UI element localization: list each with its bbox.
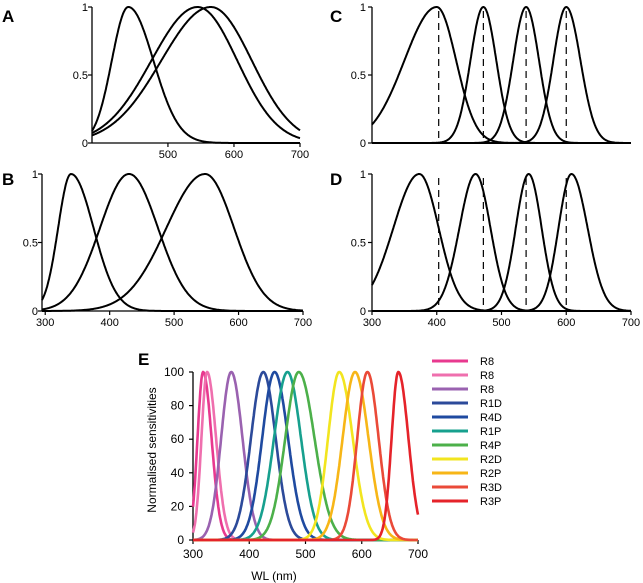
panel-b-curves xyxy=(41,173,304,312)
x-tick-label: 300 xyxy=(363,317,381,329)
y-tick-label: 100 xyxy=(164,365,184,379)
y-tick-label: 1 xyxy=(360,169,366,181)
panel-label-c: C xyxy=(330,7,342,26)
x-tick-label: 300 xyxy=(183,547,203,561)
series-line-2 xyxy=(371,173,632,312)
y-tick-label: 0 xyxy=(177,533,184,547)
y-tick-label: 0 xyxy=(82,138,88,150)
panel-c-curves xyxy=(371,6,632,144)
x-tick-label: 500 xyxy=(492,317,510,329)
panel-label-d: D xyxy=(330,170,342,189)
y-tick-label: 40 xyxy=(171,466,185,480)
y-tick-label: 0.5 xyxy=(73,70,88,82)
x-tick-label: 400 xyxy=(428,317,446,329)
x-tick-label: 400 xyxy=(100,317,118,329)
x-tick-label: 500 xyxy=(295,547,315,561)
series-line-r3p xyxy=(192,370,420,542)
series-line-2 xyxy=(91,6,301,140)
panel-a: A 500 600 700 0 0.5 1 xyxy=(2,2,309,161)
panel-b-axes: 300 400 500 600 700 0 0.5 1 xyxy=(23,169,312,329)
y-tick-label: 1 xyxy=(360,2,366,14)
legend-label: R1D xyxy=(480,398,502,410)
legend-label: R3D xyxy=(480,482,502,494)
panel-b: B 300 400 500 600 700 0 0.5 1 xyxy=(2,169,312,329)
y-tick-label: 20 xyxy=(171,499,185,513)
x-tick-label: 600 xyxy=(557,317,575,329)
y-tick-label: 0.5 xyxy=(351,238,366,250)
legend-label: R2P xyxy=(480,468,501,480)
series-line-3 xyxy=(91,6,301,137)
legend-label: R4P xyxy=(480,440,501,452)
legend-label: R2D xyxy=(480,454,502,466)
legend-label: R3P xyxy=(480,496,501,508)
series-line-3 xyxy=(371,6,632,144)
x-tick-label: 700 xyxy=(291,149,309,161)
y-tick-label: 1 xyxy=(32,169,38,181)
y-tick-label: 60 xyxy=(171,432,185,446)
panel-d-curves xyxy=(371,173,632,312)
panel-c-dashed-lines xyxy=(438,11,567,143)
legend-label: R1P xyxy=(480,426,501,438)
x-tick-label: 700 xyxy=(408,547,428,561)
legend-label: R4D xyxy=(480,412,502,424)
panel-d-dashed-lines xyxy=(438,178,567,311)
series-line-4 xyxy=(371,6,632,144)
x-tick-label: 600 xyxy=(225,149,243,161)
series-line-3 xyxy=(371,173,632,312)
series-line-3 xyxy=(41,173,304,312)
panel-e: E 300 400 500 600 700 0 20 40 60 80 100 WL (nm) No… xyxy=(138,350,502,583)
series-line-1 xyxy=(41,173,304,312)
series-line-2 xyxy=(41,173,304,312)
x-tick-label: 600 xyxy=(352,547,372,561)
panel-e-xlabel: WL (nm) xyxy=(251,569,297,583)
panel-c: C 0 0.5 1 xyxy=(330,2,632,150)
x-tick-label: 400 xyxy=(239,547,259,561)
series-line-1 xyxy=(91,6,301,144)
legend-label: R8 xyxy=(480,356,494,368)
legend-label: R8 xyxy=(480,370,494,382)
y-tick-label: 0.5 xyxy=(23,238,38,250)
panel-label-b: B xyxy=(2,170,14,189)
x-tick-label: 500 xyxy=(159,149,177,161)
x-tick-label: 600 xyxy=(229,317,247,329)
panel-d: D 300 400 500 600 700 0 0.5 1 xyxy=(330,169,640,329)
panel-a-axes: 500 600 700 0 0.5 1 xyxy=(73,2,309,161)
y-tick-label: 0 xyxy=(32,306,38,318)
panel-e-ylabel: Normalised sensitivities xyxy=(145,387,159,512)
y-tick-label: 0.5 xyxy=(351,70,366,82)
panel-e-legend: R8 R8 R8 R1D R4D R1P R4P R2D R2P R3D R3P xyxy=(432,356,502,508)
legend-label: R8 xyxy=(480,384,494,396)
x-tick-label: 700 xyxy=(294,317,312,329)
panel-label-e: E xyxy=(138,350,149,369)
y-tick-label: 80 xyxy=(171,399,185,413)
x-tick-label: 300 xyxy=(36,317,54,329)
x-tick-label: 700 xyxy=(622,317,640,329)
y-tick-label: 0 xyxy=(360,306,366,318)
y-tick-label: 0 xyxy=(360,138,366,150)
x-tick-label: 500 xyxy=(165,317,183,329)
panel-label-a: A xyxy=(2,7,14,26)
series-line-4 xyxy=(371,173,632,312)
y-tick-label: 1 xyxy=(82,2,88,14)
panel-e-curves xyxy=(191,370,420,542)
panel-a-curves xyxy=(91,6,301,144)
series-line-1 xyxy=(371,173,632,312)
